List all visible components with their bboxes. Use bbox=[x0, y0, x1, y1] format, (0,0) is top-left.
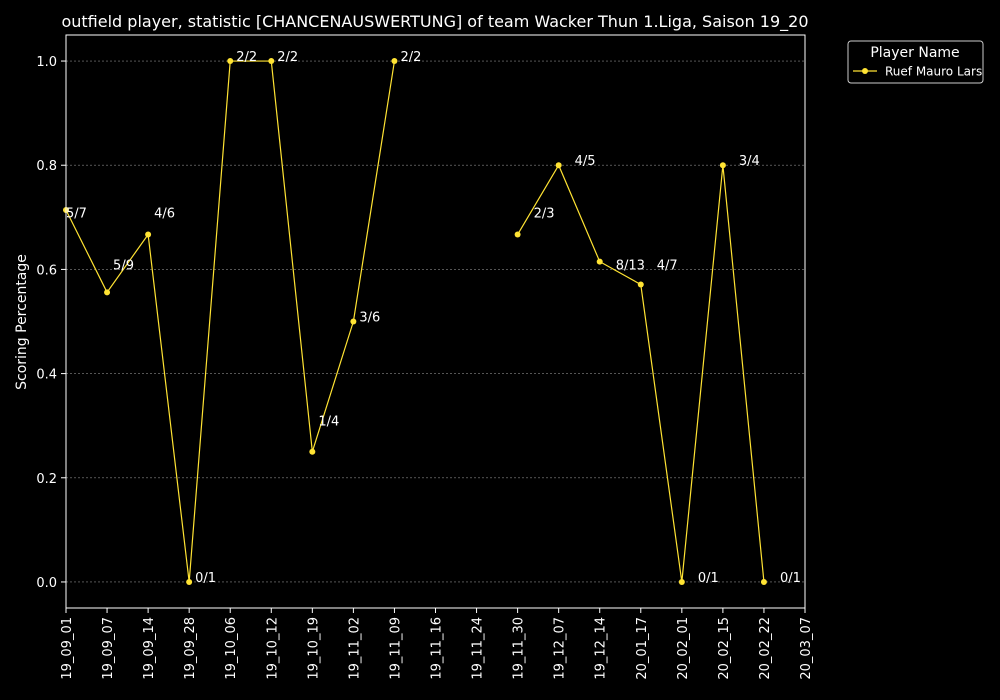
data-point bbox=[678, 578, 685, 585]
data-point bbox=[227, 58, 234, 65]
x-tick-label: 20_02_22 bbox=[758, 617, 773, 680]
x-tick-label: 19_09_01 bbox=[60, 617, 75, 680]
x-tick-label: 19_11_09 bbox=[388, 617, 403, 680]
y-tick-label: 0.0 bbox=[36, 576, 57, 591]
x-tick-label: 19_09_14 bbox=[142, 617, 157, 680]
y-axis-label: Scoring Percentage bbox=[14, 254, 30, 390]
x-tick-label: 20_02_01 bbox=[676, 617, 691, 680]
data-label: 2/3 bbox=[534, 206, 555, 221]
data-label: 1/4 bbox=[318, 415, 339, 430]
x-tick-label: 19_11_16 bbox=[430, 617, 445, 680]
data-point bbox=[596, 258, 603, 265]
data-point bbox=[637, 281, 644, 288]
chart-title: outfield player, statistic [CHANCENAUSWE… bbox=[61, 12, 808, 32]
data-label: 5/7 bbox=[66, 206, 87, 221]
data-label: 0/1 bbox=[195, 571, 216, 586]
data-point bbox=[309, 448, 316, 455]
data-label: 4/6 bbox=[154, 206, 175, 221]
x-tick-label: 19_10_06 bbox=[224, 617, 239, 680]
legend-series-marker bbox=[862, 68, 868, 74]
data-point bbox=[186, 578, 193, 585]
x-tick-label: 19_11_02 bbox=[347, 617, 362, 680]
x-tick-label: 19_11_30 bbox=[512, 617, 527, 680]
data-label: 5/9 bbox=[113, 258, 134, 273]
data-point bbox=[719, 162, 726, 169]
data-label: 8/13 bbox=[616, 258, 645, 273]
x-tick-label: 19_12_14 bbox=[594, 617, 609, 680]
data-label: 2/2 bbox=[400, 50, 421, 65]
y-tick-label: 0.8 bbox=[36, 159, 57, 174]
data-point bbox=[514, 231, 521, 238]
x-tick-label: 19_09_07 bbox=[101, 617, 116, 680]
data-label: 0/1 bbox=[698, 571, 719, 586]
series-line bbox=[65, 60, 396, 583]
x-tick-label: 19_11_24 bbox=[471, 617, 486, 680]
data-label: 4/5 bbox=[575, 154, 596, 169]
legend-series-name: Ruef Mauro Lars bbox=[885, 65, 982, 79]
y-tick-label: 0.4 bbox=[36, 368, 57, 383]
y-tick-label: 0.6 bbox=[36, 263, 57, 278]
data-point bbox=[145, 231, 152, 238]
plot-frame bbox=[65, 34, 806, 609]
data-label: 0/1 bbox=[780, 571, 801, 586]
x-tick-label: 19_10_19 bbox=[306, 617, 321, 680]
data-point bbox=[391, 58, 398, 65]
data-label: 2/2 bbox=[277, 50, 298, 65]
legend[interactable]: Player Name Ruef Mauro Lars bbox=[847, 40, 984, 84]
data-point bbox=[350, 318, 357, 325]
y-tick-label: 1.0 bbox=[36, 55, 57, 70]
y-tick-label: 0.2 bbox=[36, 472, 57, 487]
data-point bbox=[268, 58, 275, 65]
x-tick-label: 20_01_17 bbox=[635, 617, 650, 680]
x-tick-label: 20_03_07 bbox=[799, 617, 814, 680]
grid bbox=[66, 60, 805, 583]
series-layer: 5/7 5/9 4/6 0/1 2/2 2/2 1/4 3/6 2/2 2/3 4/5 8/13 4/7… bbox=[63, 50, 801, 586]
legend-title: Player Name bbox=[870, 45, 959, 61]
legend-box bbox=[847, 40, 984, 84]
y-tick-labels: 0.0 0.2 0.4 0.6 0.8 1.0 bbox=[36, 55, 66, 591]
x-tick-label: 19_09_28 bbox=[183, 617, 198, 680]
x-tick-label: 19_10_12 bbox=[265, 617, 280, 680]
data-label: 3/4 bbox=[739, 154, 760, 169]
x-tick-label: 20_02_15 bbox=[717, 617, 732, 680]
data-point bbox=[104, 289, 111, 296]
data-label: 2/2 bbox=[236, 50, 257, 65]
data-point bbox=[555, 162, 562, 169]
data-label: 4/7 bbox=[657, 258, 678, 273]
data-point bbox=[760, 578, 767, 585]
data-label: 3/6 bbox=[359, 311, 380, 326]
x-tick-label: 19_12_07 bbox=[553, 617, 568, 680]
x-tick-labels: 19_09_01 19_09_07 19_09_14 19_09_28 19_10_06… bbox=[60, 608, 814, 680]
